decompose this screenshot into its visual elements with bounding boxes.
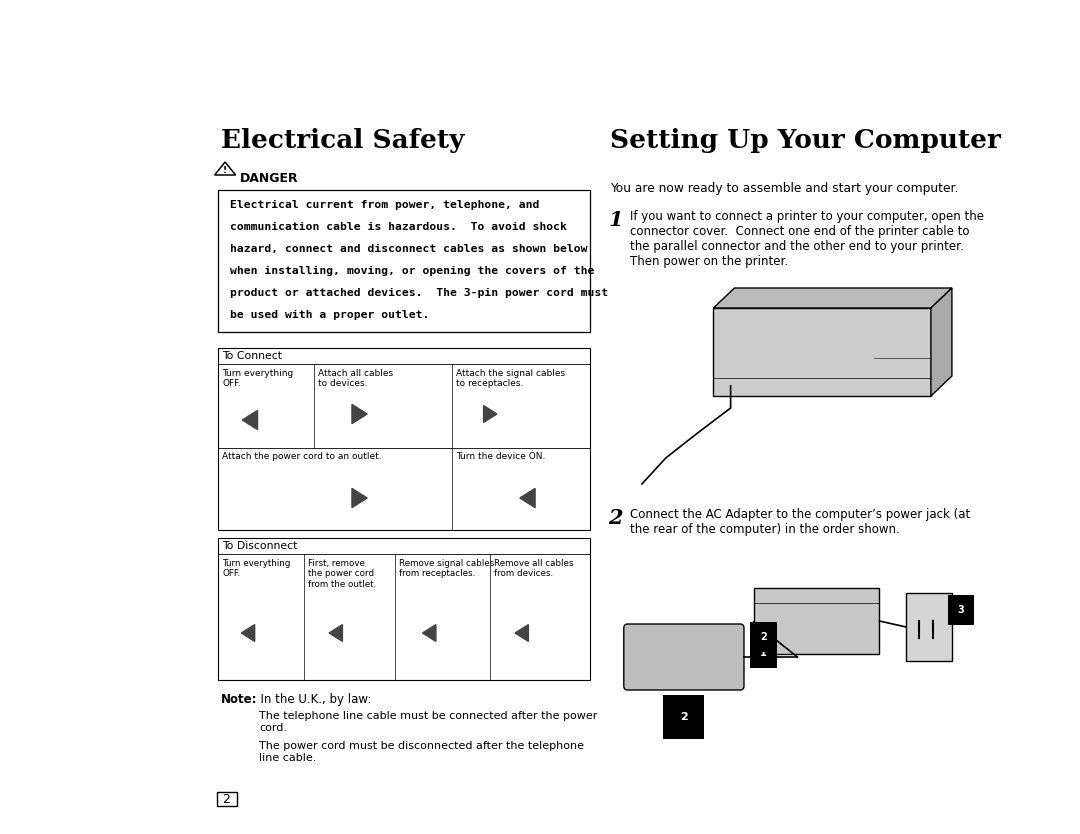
FancyBboxPatch shape — [624, 624, 744, 690]
Text: 2: 2 — [608, 508, 623, 528]
Text: Remove all cables
from devices.: Remove all cables from devices. — [494, 559, 573, 579]
Text: In the U.K., by law:: In the U.K., by law: — [253, 693, 372, 706]
Polygon shape — [352, 489, 367, 508]
Text: Remove signal cables
from receptacles.: Remove signal cables from receptacles. — [399, 559, 494, 579]
FancyBboxPatch shape — [754, 588, 879, 654]
Text: DANGER: DANGER — [240, 172, 298, 185]
Polygon shape — [519, 489, 535, 508]
Text: be used with a proper outlet.: be used with a proper outlet. — [230, 310, 429, 320]
Polygon shape — [352, 404, 367, 424]
Polygon shape — [484, 405, 497, 422]
Text: 3: 3 — [958, 605, 964, 615]
Polygon shape — [242, 410, 257, 430]
Text: Attach all cables
to devices.: Attach all cables to devices. — [318, 369, 393, 389]
Polygon shape — [329, 625, 342, 641]
FancyBboxPatch shape — [906, 593, 951, 661]
Text: !: ! — [224, 165, 227, 174]
Text: Attach the power cord to an outlet.: Attach the power cord to an outlet. — [222, 452, 382, 461]
Text: when installing, moving, or opening the covers of the: when installing, moving, or opening the … — [230, 266, 594, 276]
Text: 2: 2 — [222, 793, 230, 806]
Polygon shape — [714, 288, 951, 308]
Text: Attach the signal cables
to receptacles.: Attach the signal cables to receptacles. — [456, 369, 565, 389]
Text: The telephone line cable must be connected after the power
cord.: The telephone line cable must be connect… — [259, 711, 598, 732]
Text: hazard, connect and disconnect cables as shown below: hazard, connect and disconnect cables as… — [230, 244, 588, 254]
FancyBboxPatch shape — [218, 348, 591, 530]
Text: Setting Up Your Computer: Setting Up Your Computer — [610, 128, 1001, 153]
Text: 2: 2 — [680, 712, 688, 722]
Text: 1: 1 — [608, 210, 623, 230]
Text: Turn everything
OFF.: Turn everything OFF. — [222, 369, 294, 389]
Text: Connect the AC Adapter to the computer’s power jack (at
the rear of the computer: Connect the AC Adapter to the computer’s… — [630, 508, 970, 536]
Text: product or attached devices.  The 3-pin power cord must: product or attached devices. The 3-pin p… — [230, 288, 608, 298]
Polygon shape — [515, 625, 528, 641]
FancyBboxPatch shape — [218, 538, 591, 680]
Polygon shape — [422, 625, 436, 641]
Text: 1: 1 — [760, 648, 767, 658]
Text: Note:: Note: — [221, 693, 258, 706]
Text: If you want to connect a printer to your computer, open the
connector cover.  Co: If you want to connect a printer to your… — [630, 210, 984, 268]
Text: To Disconnect: To Disconnect — [222, 541, 298, 551]
Text: You are now ready to assemble and start your computer.: You are now ready to assemble and start … — [610, 182, 959, 195]
Polygon shape — [931, 288, 951, 396]
Text: First, remove
the power cord
from the outlet.: First, remove the power cord from the ou… — [308, 559, 376, 589]
Text: 2: 2 — [760, 632, 767, 642]
Text: Turn the device ON.: Turn the device ON. — [456, 452, 545, 461]
Text: Turn everything
OFF.: Turn everything OFF. — [222, 559, 291, 579]
Text: communication cable is hazardous.  To avoid shock: communication cable is hazardous. To avo… — [230, 222, 567, 232]
Text: Electrical current from power, telephone, and: Electrical current from power, telephone… — [230, 200, 539, 210]
Text: To Connect: To Connect — [222, 351, 282, 361]
Text: Electrical Safety: Electrical Safety — [221, 128, 464, 153]
FancyBboxPatch shape — [217, 792, 237, 806]
FancyBboxPatch shape — [714, 308, 931, 396]
Polygon shape — [241, 625, 255, 641]
Text: The power cord must be disconnected after the telephone
line cable.: The power cord must be disconnected afte… — [259, 741, 584, 762]
FancyBboxPatch shape — [218, 190, 591, 332]
